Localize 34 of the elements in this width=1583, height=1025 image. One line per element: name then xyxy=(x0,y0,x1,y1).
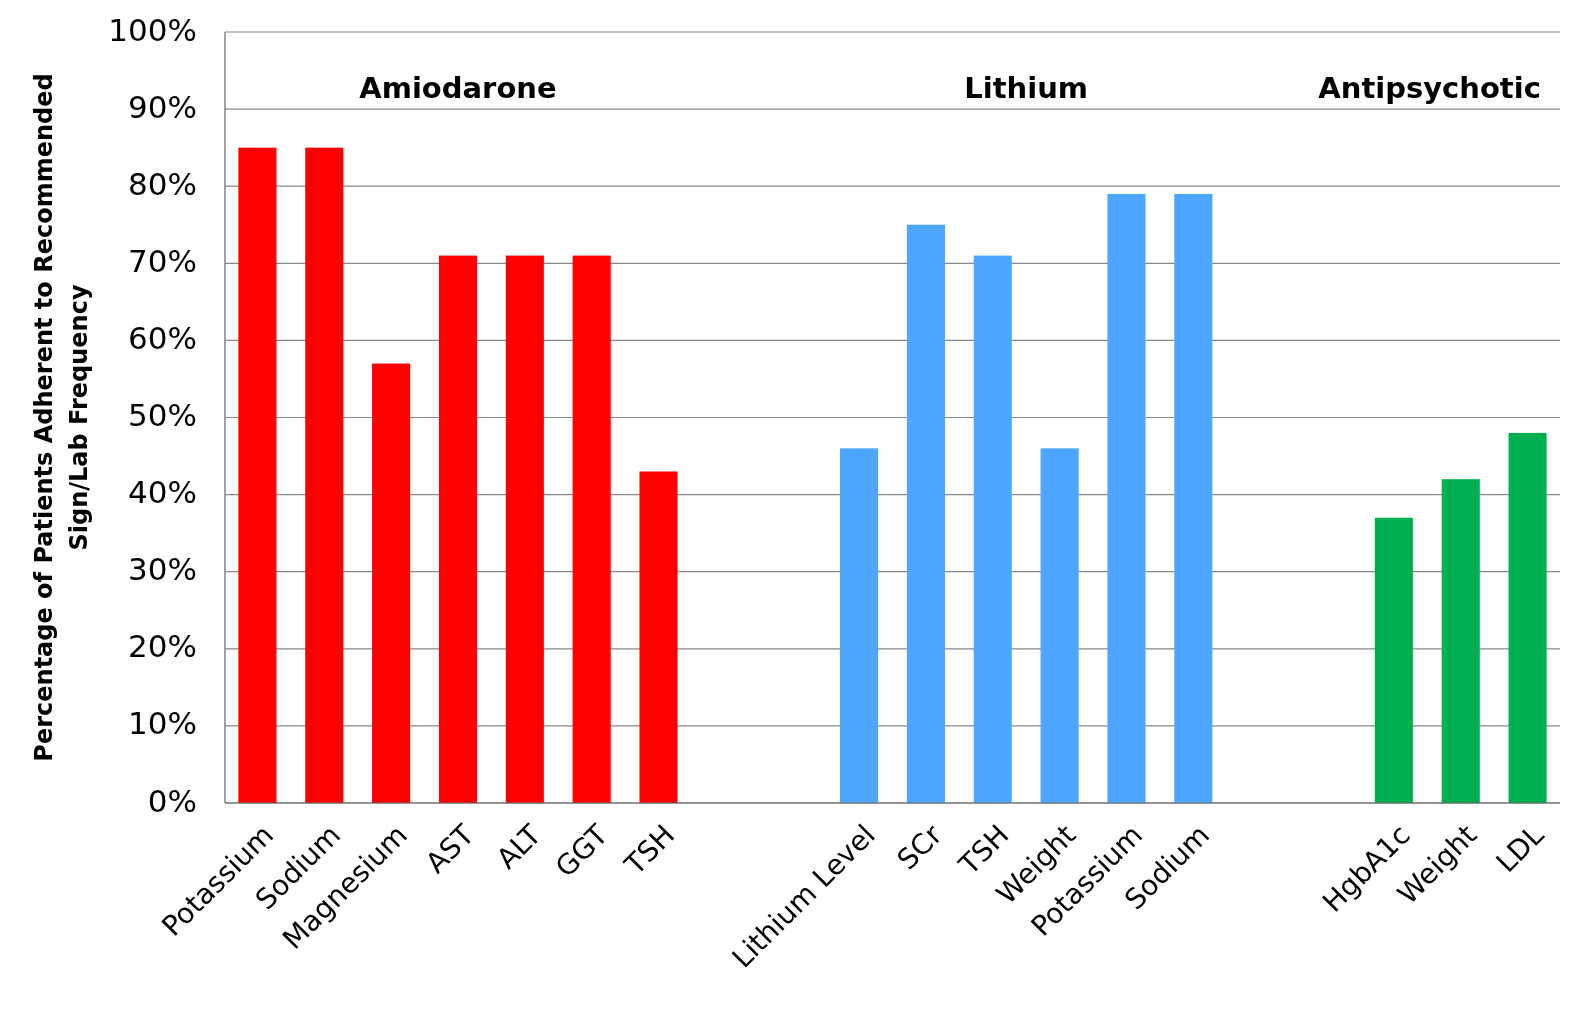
bar xyxy=(840,448,879,803)
bar xyxy=(372,363,411,803)
y-tick-label: 50% xyxy=(128,397,197,433)
bar xyxy=(1174,193,1213,803)
bar xyxy=(1508,432,1547,803)
annotation: Lithium xyxy=(964,70,1089,105)
x-tick-label: LDL xyxy=(1489,817,1551,879)
bar xyxy=(238,147,277,803)
x-tick-label: TSH xyxy=(617,818,682,882)
bar xyxy=(305,147,344,803)
bar xyxy=(1107,193,1146,803)
bar xyxy=(1374,517,1413,803)
y-axis-title: Percentage of Patients Adherent to Recommended Sign/Lab Frequency xyxy=(30,73,93,762)
bar xyxy=(1040,448,1079,803)
annotation: Antipsychotic xyxy=(1318,70,1541,105)
y-tick-label: 10% xyxy=(128,705,197,742)
bar xyxy=(438,255,478,803)
bar xyxy=(639,471,678,803)
bar xyxy=(572,255,611,803)
y-tick-label: 70% xyxy=(128,242,197,279)
y-tick-label: 60% xyxy=(128,319,197,356)
annotation: Amiodarone xyxy=(359,70,557,105)
x-tick-label: SCr xyxy=(890,817,949,877)
y-tick-label: 30% xyxy=(128,551,197,588)
y-tick-label: 40% xyxy=(128,474,197,511)
bar xyxy=(1441,479,1480,803)
y-tick-label: 100% xyxy=(108,11,197,48)
bar xyxy=(973,255,1012,803)
bar xyxy=(906,224,945,803)
y-tick-label: 20% xyxy=(128,628,197,665)
y-tick-label: 90% xyxy=(128,88,197,125)
bar xyxy=(505,255,544,803)
y-tick-label: 0% xyxy=(147,782,197,819)
y-tick-label: 80% xyxy=(128,165,197,202)
